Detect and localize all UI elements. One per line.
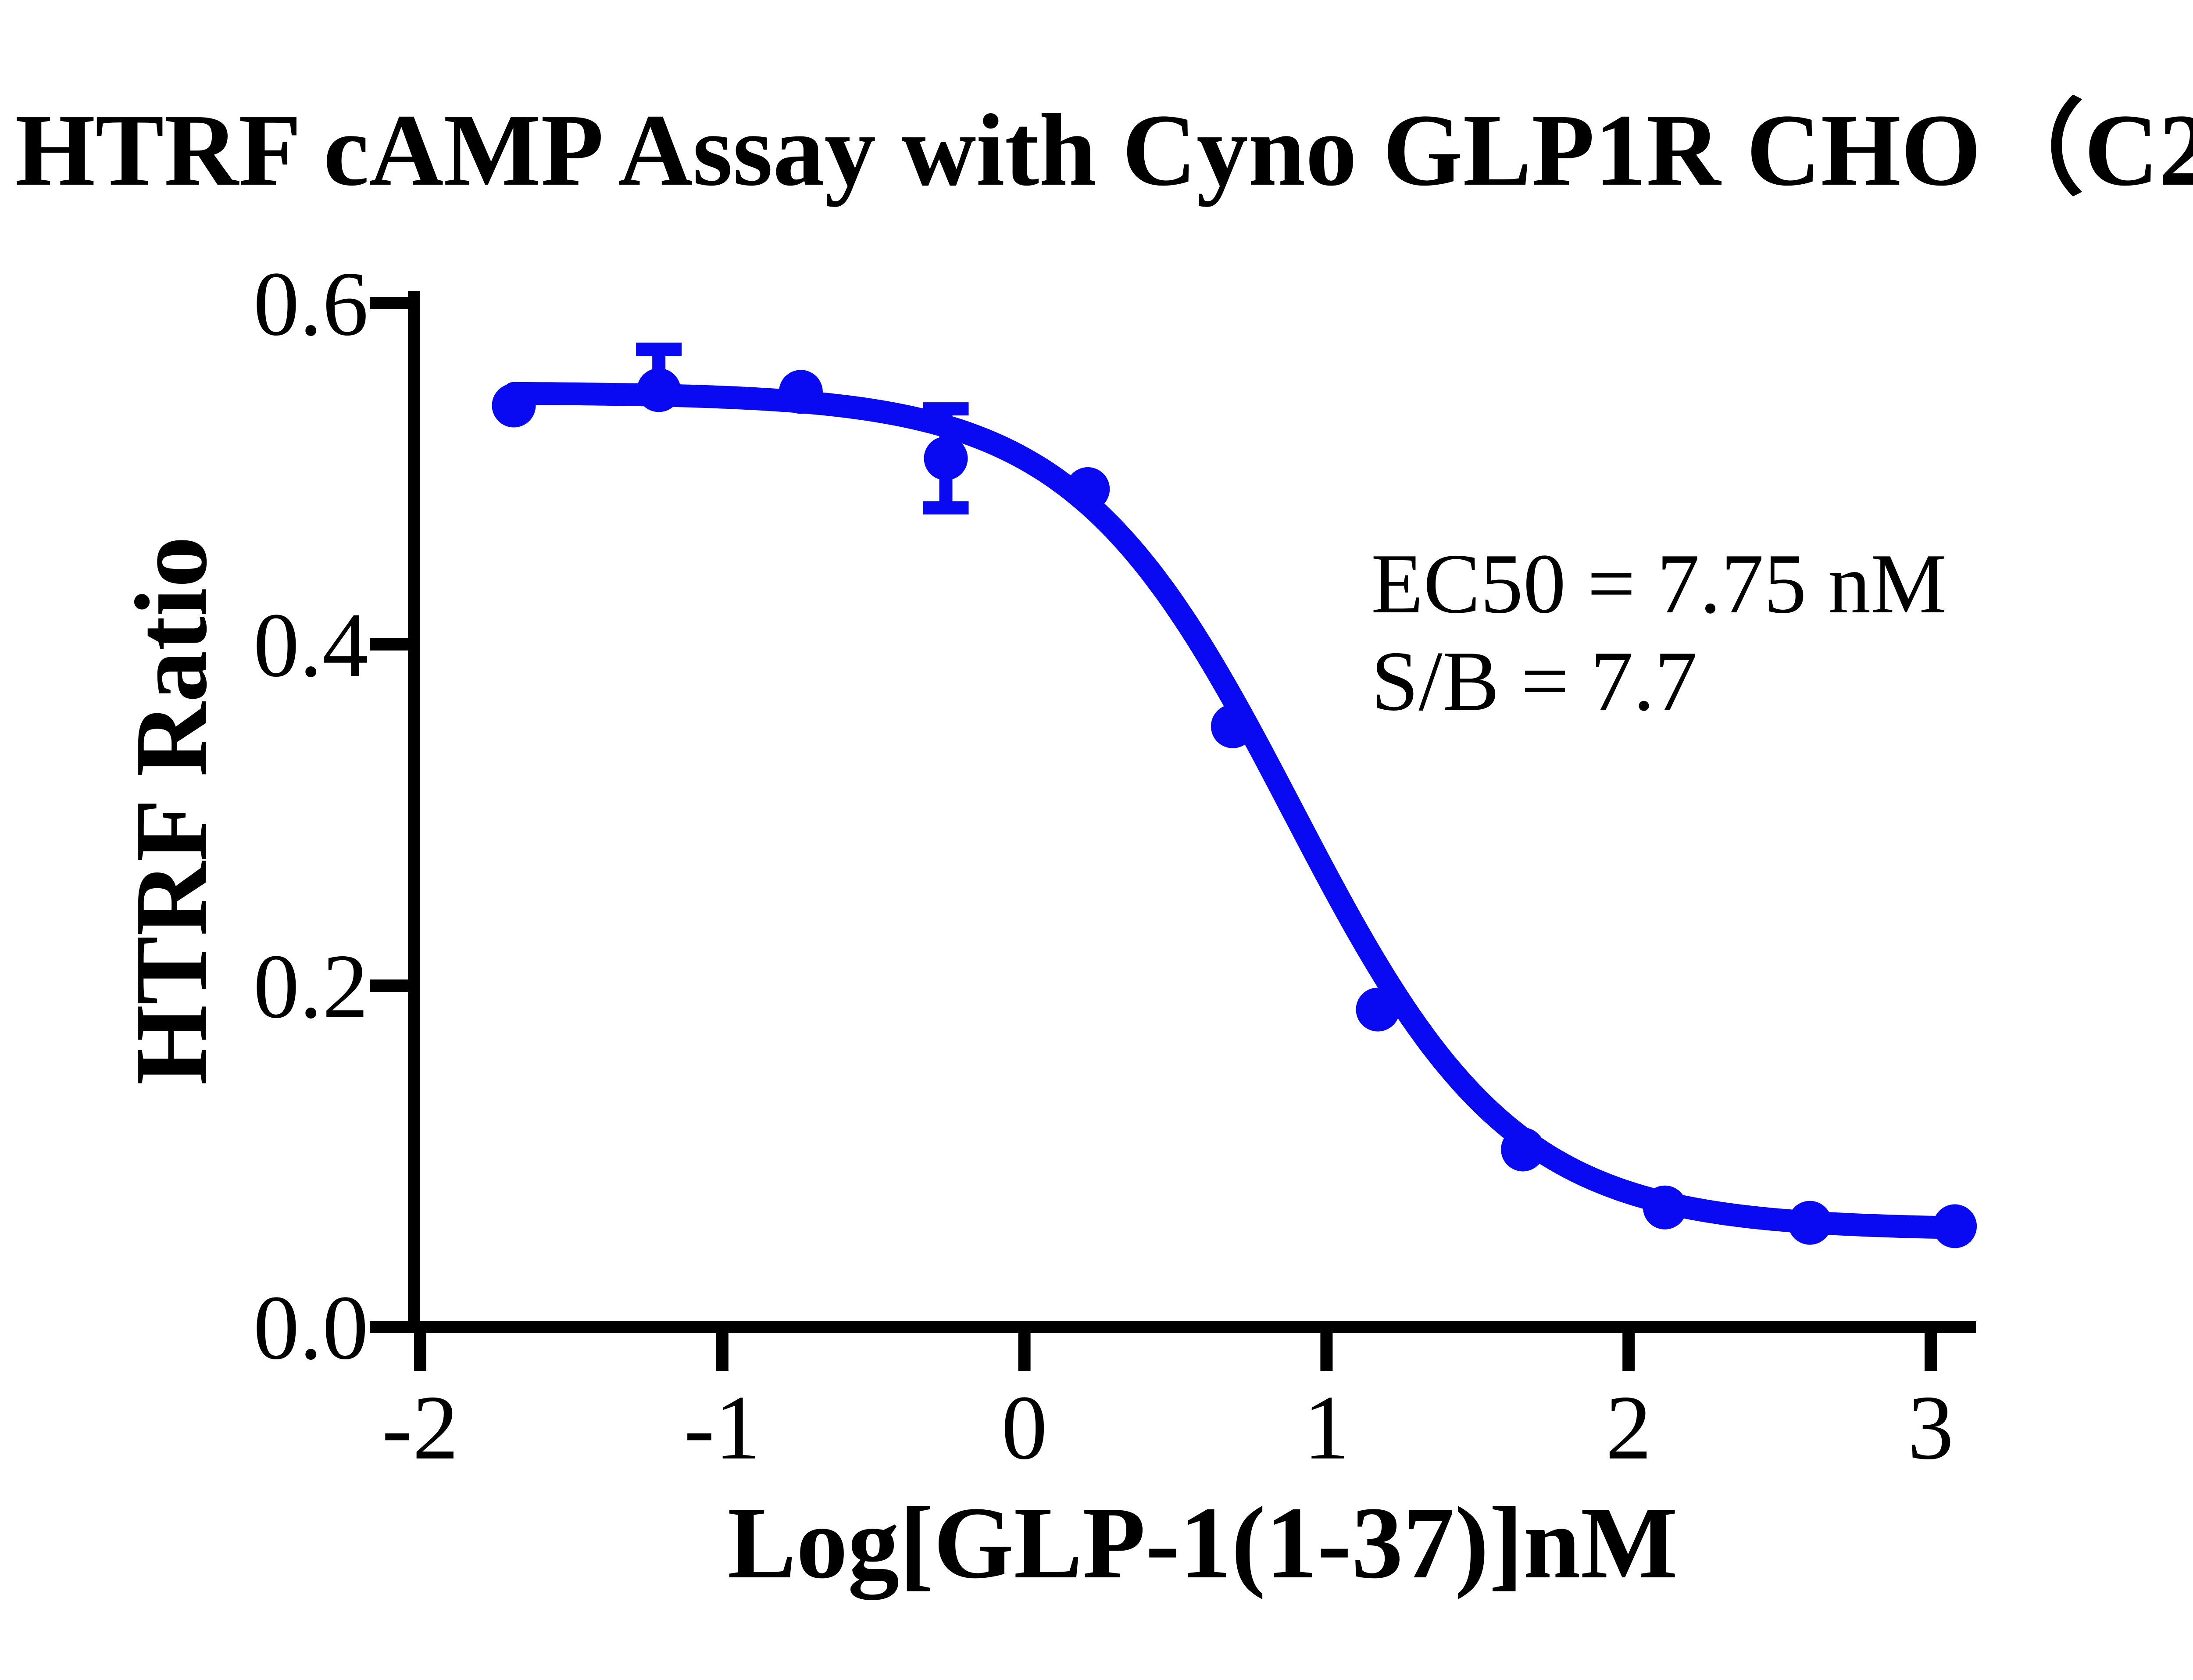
x-tick-label: 0 [1001, 1377, 1047, 1479]
x-axis-label: Log[GLP-1(1-37)]nM [727, 1486, 1678, 1600]
data-point-marker [492, 383, 536, 428]
x-tick-label: -1 [684, 1377, 761, 1479]
chart-title: HTRF cAMP Assay with Cyno GLP1R CHO（C24） [15, 93, 2193, 207]
data-point-marker [637, 368, 681, 412]
data-point-marker [1356, 987, 1400, 1032]
y-tick-label: 0.4 [254, 594, 369, 696]
y-tick-label: 0.2 [254, 936, 369, 1037]
data-point-marker [779, 370, 823, 414]
data-point-marker [924, 436, 968, 480]
data-point-marker [1211, 704, 1255, 748]
ec50-value: EC50 = 7.75 nM [1371, 536, 1947, 631]
signal-background-value: S/B = 7.7 [1371, 634, 1697, 729]
x-tick-label: 2 [1606, 1377, 1652, 1479]
data-point-marker [1933, 1204, 1977, 1248]
y-tick-label: 0.0 [254, 1277, 369, 1379]
data-point-marker [1066, 467, 1110, 511]
data-point-marker [1501, 1127, 1545, 1172]
data-point-marker [1643, 1185, 1687, 1230]
data-point-marker [1788, 1201, 1832, 1245]
fit-annotation: EC50 = 7.75 nM S/B = 7.7 [1371, 535, 1947, 730]
y-tick-label: 0.6 [254, 253, 369, 355]
dose-response-curve [502, 382, 1967, 1239]
x-tick-label: 3 [1908, 1377, 1954, 1479]
x-tick-label: -2 [382, 1377, 459, 1479]
x-tick-label: 1 [1304, 1377, 1350, 1479]
